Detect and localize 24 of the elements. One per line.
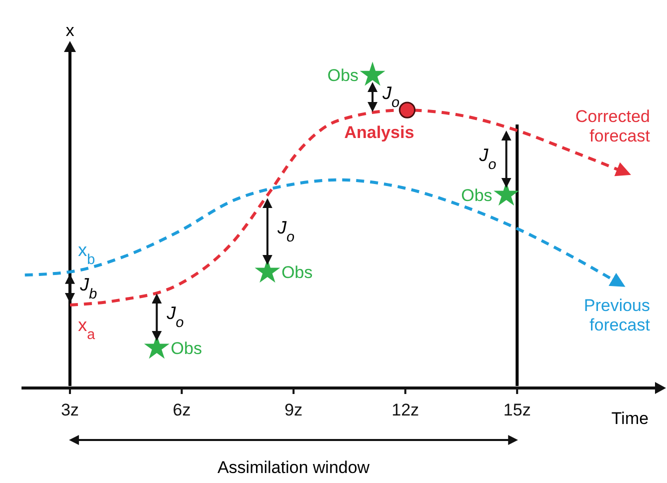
- series-label: Analysis: [344, 123, 414, 142]
- x-tick-label: 15z: [503, 400, 531, 420]
- text: Obs: [461, 186, 492, 205]
- point: [398, 102, 416, 118]
- x-tick-label: 6z: [172, 400, 191, 420]
- series-label: Previous forecast: [584, 296, 650, 335]
- annotation: x$_{b}$: [78, 240, 95, 268]
- text: Obs: [170, 338, 202, 358]
- x-tick-label: 9z: [284, 400, 303, 420]
- y-axis-title: x: [66, 21, 75, 40]
- annotation: J$_{b}$: [78, 274, 97, 302]
- annotation: x$_{a}$: [78, 315, 95, 344]
- series-label: Corrected forecast: [575, 107, 650, 146]
- annotation: J$_{o}$: [276, 218, 294, 246]
- x-axis-title: Time: [611, 409, 649, 428]
- annotation: J$_{o}$: [166, 303, 184, 332]
- series-label: Obs: [281, 262, 313, 282]
- x-tick-label: 3z: [60, 400, 79, 420]
- annotation: J$_{o}$: [478, 145, 496, 174]
- annotation: J$_{o}$: [382, 82, 400, 111]
- x-tick-label: 12z: [392, 400, 420, 420]
- point: [360, 62, 386, 86]
- text: Obs: [327, 66, 359, 85]
- text: Assimilation window: [217, 458, 370, 477]
